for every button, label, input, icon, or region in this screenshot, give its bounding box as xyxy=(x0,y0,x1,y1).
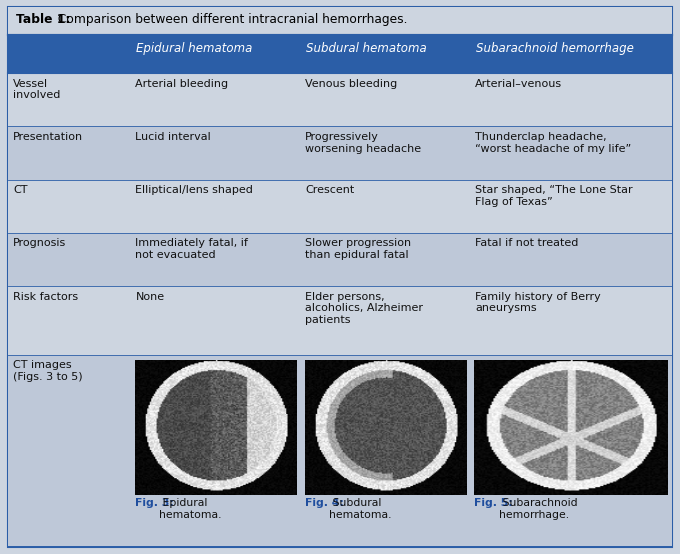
Text: CT images
(Figs. 3 to 5): CT images (Figs. 3 to 5) xyxy=(13,361,82,382)
Text: Family history of Berry
aneurysms: Family history of Berry aneurysms xyxy=(475,292,601,314)
Bar xyxy=(8,233,672,286)
Text: Comparison between different intracranial hemorrhages.: Comparison between different intracrania… xyxy=(54,13,407,26)
Bar xyxy=(8,35,672,73)
Text: Table 1:: Table 1: xyxy=(16,13,71,26)
Text: Arterial bleeding: Arterial bleeding xyxy=(135,79,228,89)
Text: Fatal if not treated: Fatal if not treated xyxy=(475,238,579,248)
Text: Crescent: Crescent xyxy=(305,185,354,195)
Bar xyxy=(8,7,672,35)
Text: Vessel
involved: Vessel involved xyxy=(13,79,61,100)
Text: Fig. 3:: Fig. 3: xyxy=(135,498,173,508)
Text: Lucid interval: Lucid interval xyxy=(135,132,211,142)
Text: Fig. 4:: Fig. 4: xyxy=(305,498,343,508)
Text: Subarachnoid hemorrhage: Subarachnoid hemorrhage xyxy=(476,42,634,55)
Text: Arterial–venous: Arterial–venous xyxy=(475,79,562,89)
Text: None: None xyxy=(135,292,165,302)
Text: Progressively
worsening headache: Progressively worsening headache xyxy=(305,132,422,153)
Text: Epidural hematoma: Epidural hematoma xyxy=(136,42,252,55)
Text: Risk factors: Risk factors xyxy=(13,292,78,302)
Text: Subdural hematoma: Subdural hematoma xyxy=(306,42,426,55)
Text: Epidural
hematoma.: Epidural hematoma. xyxy=(159,498,222,520)
Bar xyxy=(8,355,672,547)
Text: Thunderclap headache,
“worst headache of my life”: Thunderclap headache, “worst headache of… xyxy=(475,132,631,153)
Text: Prognosis: Prognosis xyxy=(13,238,66,248)
Text: Subdural
hematoma.: Subdural hematoma. xyxy=(329,498,391,520)
Text: Slower progression
than epidural fatal: Slower progression than epidural fatal xyxy=(305,238,411,260)
Text: Fig. 5:: Fig. 5: xyxy=(475,498,513,508)
Text: Venous bleeding: Venous bleeding xyxy=(305,79,398,89)
Text: Immediately fatal, if
not evacuated: Immediately fatal, if not evacuated xyxy=(135,238,248,260)
Text: Subarachnoid
hemorrhage.: Subarachnoid hemorrhage. xyxy=(498,498,577,520)
Bar xyxy=(8,126,672,179)
Text: Star shaped, “The Lone Star
Flag of Texas”: Star shaped, “The Lone Star Flag of Texa… xyxy=(475,185,633,207)
Bar xyxy=(8,73,672,126)
Text: Elliptical/lens shaped: Elliptical/lens shaped xyxy=(135,185,253,195)
Bar xyxy=(8,179,672,233)
Text: Elder persons,
alcoholics, Alzheimer
patients: Elder persons, alcoholics, Alzheimer pat… xyxy=(305,292,423,325)
Text: Presentation: Presentation xyxy=(13,132,83,142)
Bar xyxy=(8,286,672,355)
Text: CT: CT xyxy=(13,185,27,195)
